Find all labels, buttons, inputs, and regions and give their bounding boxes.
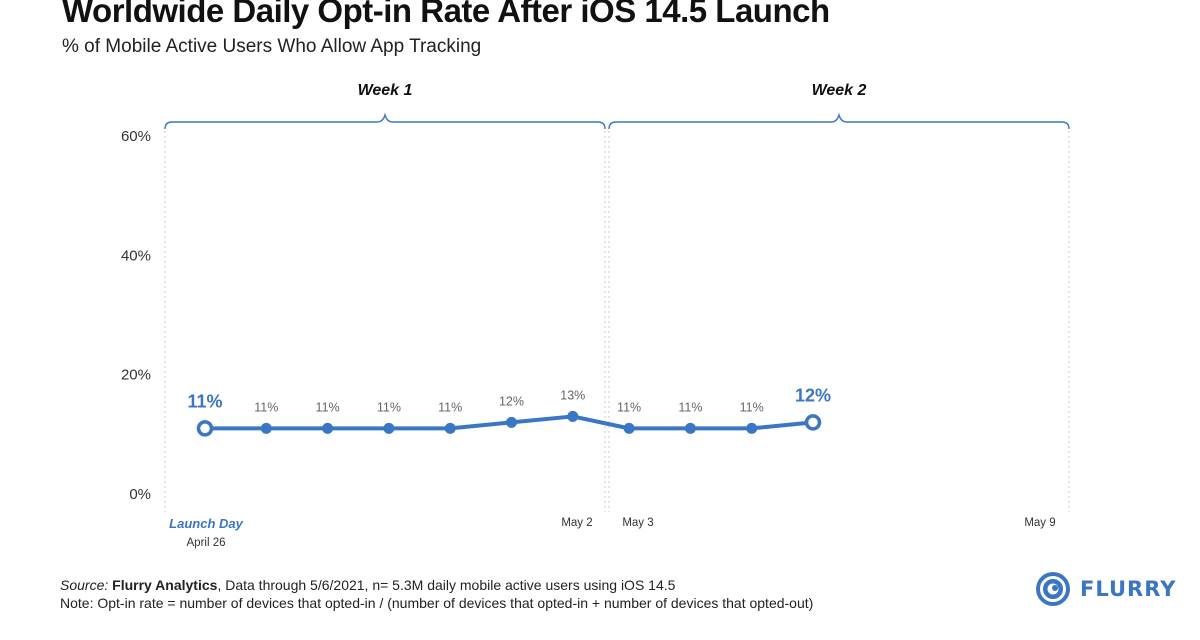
x-tick-label: May 3 — [622, 517, 653, 529]
data-label: 11% — [377, 400, 401, 414]
data-label: 11% — [740, 400, 764, 414]
data-label: 13% — [560, 388, 585, 402]
x-tick-label-highlight: Launch Day — [169, 516, 243, 531]
flurry-logo-icon — [1036, 572, 1070, 606]
data-label: 11% — [438, 400, 462, 414]
data-label: 11% — [617, 400, 641, 414]
data-point — [322, 422, 334, 434]
source-details: , Data through 5/6/2021, n= 5.3M daily m… — [217, 577, 676, 593]
data-point — [444, 422, 456, 434]
week-label: Week 1 — [358, 82, 413, 99]
x-tick-label: May 2 — [561, 517, 592, 529]
data-label: 11% — [316, 400, 340, 414]
data-point — [260, 422, 272, 434]
y-tick-label: 60% — [121, 128, 151, 145]
source-name: Flurry Analytics — [112, 577, 218, 593]
y-tick-label: 0% — [129, 486, 151, 503]
line-chart: 0% 20% 40% 60% Week 1 Week 2 11% 11% 11% 11% 11% 12… — [121, 82, 1070, 549]
data-label: 12% — [499, 394, 524, 408]
source-label: Source: — [60, 577, 109, 593]
data-label-highlight: 12% — [795, 385, 831, 405]
x-tick-sublabel: April 26 — [187, 537, 226, 549]
chart-subtitle: % of Mobile Active Users Who Allow App T… — [62, 36, 482, 57]
brand-logo: FLURRY — [1034, 570, 1176, 608]
highlight-data-point — [196, 420, 214, 437]
data-label: 11% — [678, 400, 702, 414]
data-point — [684, 422, 696, 434]
chart-title: Worldwide Daily Opt-in Rate After iOS 14… — [62, 0, 830, 29]
highlight-data-point — [804, 414, 822, 431]
data-point — [383, 422, 395, 434]
data-point — [746, 422, 758, 434]
data-point — [623, 422, 635, 434]
y-tick-label: 20% — [121, 367, 151, 384]
source-line: Source: Flurry Analytics, Data through 5… — [60, 576, 813, 594]
brand-name: FLURRY — [1080, 577, 1177, 601]
data-label-highlight: 11% — [187, 391, 222, 411]
note-line: Note: Opt-in rate = number of devices th… — [60, 595, 814, 611]
week-label: Week 2 — [812, 82, 867, 99]
data-point — [567, 410, 579, 422]
data-point — [506, 416, 517, 428]
data-label: 11% — [254, 400, 278, 414]
chart-footer: Source: Flurry Analytics, Data through 5… — [60, 576, 813, 612]
x-tick-label: May 9 — [1024, 517, 1055, 529]
week-bracket — [164, 112, 606, 130]
week-bracket — [608, 112, 1070, 130]
y-tick-label: 40% — [121, 247, 151, 264]
